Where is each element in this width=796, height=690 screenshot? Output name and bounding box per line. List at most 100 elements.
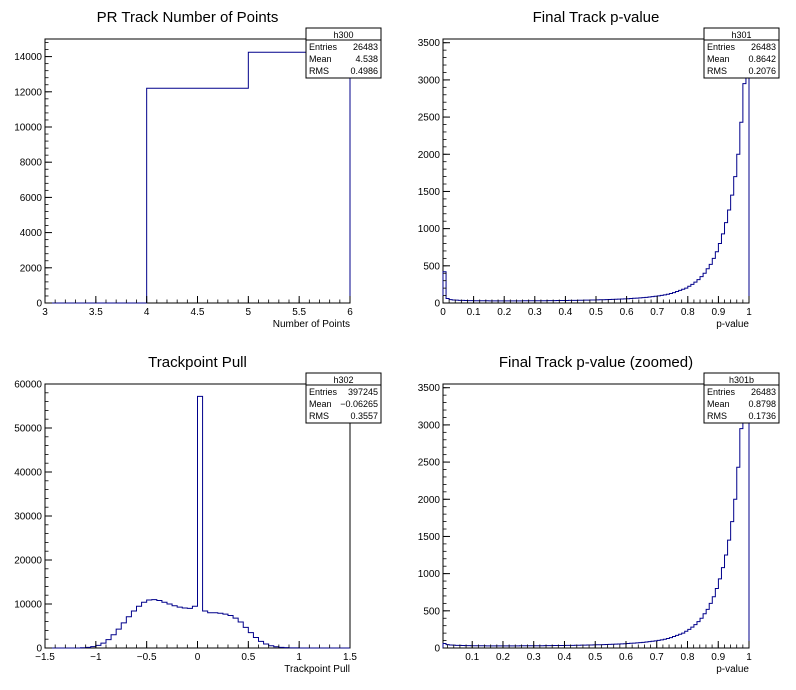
y-tick-label: 20000 <box>14 556 42 567</box>
plot-frame <box>442 38 750 304</box>
stats-box-name: h301b <box>729 375 754 385</box>
y-tick-label: 3500 <box>418 383 441 394</box>
histogram-panel-2: Final Track p-value 0 0.1 0.2 0.3 0.4 0.5 0.6 0.… <box>418 9 780 330</box>
y-tick-label: 1500 <box>418 187 441 198</box>
x-tick-label: 0.1 <box>465 652 479 663</box>
stats-box: h301 Entries 26483 Mean 0.8642 RMS 0.2076 <box>703 27 780 79</box>
plot-frame <box>442 383 750 649</box>
y-tick-label: 2000 <box>418 150 441 161</box>
x-tick-label: 0.3 <box>527 652 541 663</box>
stats-value: 4.538 <box>355 54 378 64</box>
stats-box-name: h301 <box>731 30 751 40</box>
x-tick-label: 0.5 <box>241 652 255 663</box>
x-tick-label: 3.5 <box>89 307 103 318</box>
stats-box-name: h302 <box>333 375 353 385</box>
x-tick-label: 1 <box>296 652 302 663</box>
stats-label: Entries <box>707 42 736 52</box>
histogram-series <box>45 51 351 304</box>
y-tick-label: 4000 <box>20 228 43 239</box>
x-tick-label: 0.7 <box>650 307 664 318</box>
y-tick-label: 0 <box>434 644 440 655</box>
y-tick-label: 0 <box>36 644 42 655</box>
x-tick-label: 0.2 <box>496 652 510 663</box>
x-tick-label: −1.5 <box>35 652 55 663</box>
x-axis-label: p-value <box>716 664 749 675</box>
y-tick-label: 2500 <box>418 458 441 469</box>
stats-value: 0.2076 <box>748 66 776 76</box>
panel-title: Final Track p-value (zoomed) <box>499 354 693 371</box>
stats-label: Mean <box>707 399 730 409</box>
y-tick-label: 0 <box>36 299 42 310</box>
stats-box-frame <box>703 27 780 79</box>
stats-value: 0.4986 <box>350 66 378 76</box>
x-tick-label: 0.4 <box>558 652 572 663</box>
stats-label: Entries <box>309 42 338 52</box>
x-tick-label: −1 <box>90 652 102 663</box>
stats-value: 26483 <box>751 387 776 397</box>
x-tick-label: 0.8 <box>681 307 695 318</box>
stats-box: h302 Entries 397245 Mean −0.06265 RMS 0.3557 <box>305 372 382 424</box>
stats-value: 26483 <box>353 42 378 52</box>
stats-value: 0.3557 <box>350 411 378 421</box>
x-axis-label: Trackpoint Pull <box>284 664 350 675</box>
stats-label: Mean <box>707 54 730 64</box>
y-tick-label: 500 <box>423 261 440 272</box>
panel-title: Trackpoint Pull <box>148 354 247 371</box>
x-tick-label: 0.6 <box>619 652 633 663</box>
stats-value: 0.8798 <box>748 399 776 409</box>
x-tick-label: −0.5 <box>137 652 157 663</box>
stats-box-frame <box>305 27 382 79</box>
x-axis-label: p-value <box>716 319 749 330</box>
y-tick-label: 1000 <box>418 569 441 580</box>
x-tick-label: 5.5 <box>292 307 306 318</box>
stats-label: RMS <box>707 411 727 421</box>
histogram-series <box>442 394 750 648</box>
x-tick-label: 0.2 <box>497 307 511 318</box>
stats-label: Mean <box>309 399 332 409</box>
x-tick-label: 0.4 <box>558 307 572 318</box>
stats-label: RMS <box>309 411 329 421</box>
histogram-panel-4: Final Track p-value (zoomed) 0.1 0.2 0.3 0.4… <box>418 354 780 675</box>
y-tick-label: 10000 <box>14 600 42 611</box>
stats-label: Entries <box>309 387 338 397</box>
stats-value: 26483 <box>751 42 776 52</box>
x-tick-label: 1.5 <box>343 652 357 663</box>
y-tick-label: 50000 <box>14 424 42 435</box>
x-axis-label: Number of Points <box>273 319 350 330</box>
y-tick-label: 3000 <box>418 75 441 86</box>
stats-box-name: h300 <box>333 30 353 40</box>
stats-box: h301b Entries 26483 Mean 0.8798 RMS 0.1736 <box>703 372 780 424</box>
x-tick-label: 0.7 <box>650 652 664 663</box>
stats-value: −0.06265 <box>340 399 378 409</box>
y-tick-label: 1500 <box>418 532 441 543</box>
y-tick-label: 40000 <box>14 468 42 479</box>
y-tick-label: 3500 <box>418 38 441 49</box>
y-tick-label: 2000 <box>20 263 43 274</box>
x-tick-label: 0.6 <box>620 307 634 318</box>
x-tick-label: 0.9 <box>711 307 725 318</box>
stats-label: RMS <box>309 66 329 76</box>
x-tick-label: 0.5 <box>589 307 603 318</box>
y-tick-label: 30000 <box>14 512 42 523</box>
y-tick-label: 2000 <box>418 495 441 506</box>
stats-value: 397245 <box>348 387 378 397</box>
stats-value: 0.1736 <box>748 411 776 421</box>
stats-value: 0.8642 <box>748 54 776 64</box>
x-tick-label: 6 <box>347 307 353 318</box>
stats-box: h300 Entries 26483 Mean 4.538 RMS 0.4986 <box>305 27 382 79</box>
x-tick-label: 5 <box>246 307 252 318</box>
panel-title: Final Track p-value <box>533 9 660 26</box>
x-tick-label: 3 <box>42 307 48 318</box>
x-tick-label: 0.8 <box>681 652 695 663</box>
x-tick-label: 0.9 <box>711 652 725 663</box>
x-tick-label: 0 <box>195 652 201 663</box>
x-tick-label: 0.1 <box>467 307 481 318</box>
y-tick-label: 14000 <box>14 52 42 63</box>
plot-frame <box>44 38 351 304</box>
stats-box-frame <box>305 372 382 424</box>
stats-label: RMS <box>707 66 727 76</box>
y-tick-label: 2500 <box>418 113 441 124</box>
x-tick-label: 0.3 <box>528 307 542 318</box>
y-tick-label: 60000 <box>14 380 42 391</box>
